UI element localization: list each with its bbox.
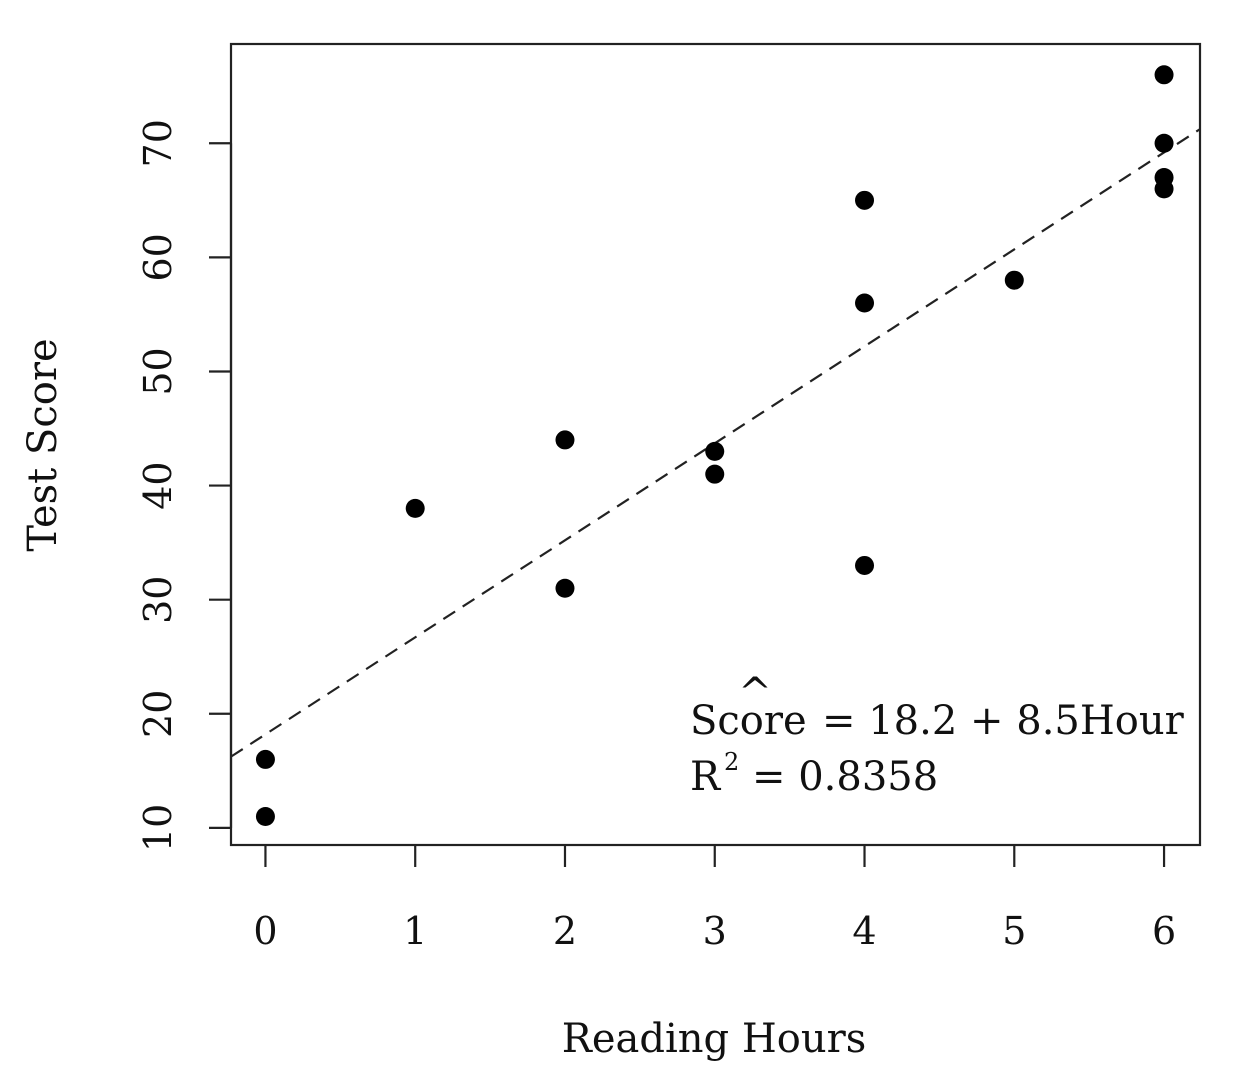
data-point bbox=[1154, 179, 1174, 199]
equation-lhs: Score bbox=[690, 698, 807, 744]
equation-hat: ^ bbox=[738, 670, 772, 716]
x-axis-title: Reading Hours bbox=[562, 1016, 867, 1062]
r2-exponent: 2 bbox=[724, 748, 739, 776]
r2-label: R bbox=[690, 754, 722, 800]
equation-rhs: = 18.2 + 8.5Hour bbox=[822, 698, 1185, 744]
data-point bbox=[255, 806, 275, 826]
data-point bbox=[555, 430, 575, 450]
data-point bbox=[1154, 65, 1174, 85]
data-points bbox=[255, 65, 1174, 826]
x-tick-label: 4 bbox=[852, 909, 876, 953]
x-tick-label: 6 bbox=[1152, 909, 1176, 953]
r2-value: = 0.8358 bbox=[752, 754, 938, 800]
x-axis: 0 1 2 3 4 5 6 bbox=[253, 845, 1176, 953]
data-point bbox=[855, 293, 875, 313]
plot-frame bbox=[229, 42, 1202, 847]
y-tick-label: 70 bbox=[136, 119, 180, 167]
data-point bbox=[1004, 270, 1024, 290]
y-tick-label: 60 bbox=[136, 233, 180, 281]
y-tick-label: 30 bbox=[136, 575, 180, 623]
x-tick-label: 3 bbox=[703, 909, 727, 953]
y-tick-label: 10 bbox=[136, 804, 180, 852]
data-point bbox=[555, 578, 575, 598]
x-tick-label: 1 bbox=[403, 909, 427, 953]
data-point bbox=[855, 190, 875, 210]
y-tick-label: 20 bbox=[136, 690, 180, 738]
y-tick-label: 40 bbox=[136, 461, 180, 509]
data-point bbox=[705, 441, 725, 461]
y-axis-title: Test Score bbox=[20, 338, 66, 551]
x-tick-label: 2 bbox=[553, 909, 577, 953]
data-point bbox=[1154, 133, 1174, 153]
data-point bbox=[405, 498, 425, 518]
data-point bbox=[255, 749, 275, 769]
data-point bbox=[855, 555, 875, 575]
y-tick-label: 50 bbox=[136, 347, 180, 395]
x-tick-label: 0 bbox=[253, 909, 277, 953]
x-tick-label: 5 bbox=[1002, 909, 1026, 953]
data-point bbox=[705, 464, 725, 484]
